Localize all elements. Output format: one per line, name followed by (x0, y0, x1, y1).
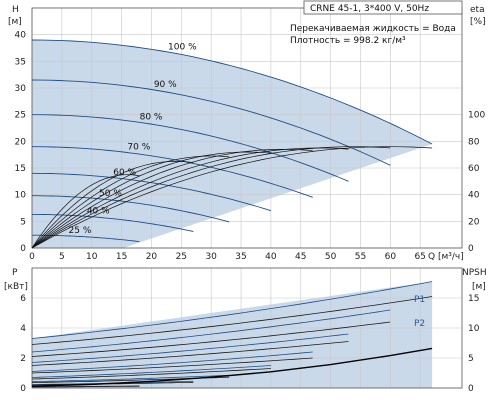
plot-frame (31, 267, 463, 389)
speed-label: 90 % (154, 80, 177, 90)
head-efficiency-panel: 100 % 90 % 80 % 70 % 60 % 50 % 40 % 25 % 0 5 10 15 2… (8, 0, 486, 262)
y-tick-label: 2 (20, 354, 26, 364)
efficiency-curve (31, 160, 194, 249)
speed-label: 70 % (127, 143, 150, 153)
speed-label: 40 % (87, 206, 110, 216)
liquid-label: Перекачиваемая жидкость = Вода (290, 24, 456, 34)
x-tick-label: 15 (116, 252, 127, 262)
x-tick-label: 5 (59, 252, 65, 262)
efficiency-curve (31, 148, 313, 249)
x-tick-label: 65 (414, 252, 425, 262)
p1-label: P1 (414, 295, 425, 305)
speed-label: 25 % (69, 226, 92, 236)
y2-tick-label: 10 (468, 324, 480, 334)
y2-tick-label: 60 (468, 164, 480, 174)
y2-tick-label: 100 (468, 111, 485, 121)
y-tick-label: 0 (20, 244, 26, 254)
y-tick-label: 30 (15, 84, 27, 94)
x-tick-label: 50 (325, 252, 337, 262)
p1-curve (31, 333, 349, 363)
p1-curve (31, 351, 313, 372)
y2-axis-label: eta (470, 5, 485, 15)
p2-curve (31, 296, 433, 345)
model-box (303, 0, 463, 15)
y-tick-label: 15 (15, 164, 26, 174)
y-tick-label: 10 (15, 191, 27, 201)
y-tick-label: 5 (20, 217, 26, 227)
density-label: Плотность = 998.2 кг/м³ (290, 36, 406, 46)
efficiency-curve (31, 147, 349, 249)
y-axis-label: P (12, 268, 18, 278)
p2-curve (31, 341, 349, 366)
y-tick-label: 25 (15, 111, 26, 121)
efficiency-curve (31, 146, 433, 249)
x-tick-label: 20 (146, 252, 158, 262)
head-curve (32, 114, 349, 182)
x-tick-label: 35 (235, 252, 246, 262)
y-tick-label: 0 (20, 384, 26, 394)
y2-tick-label: 20 (468, 217, 480, 227)
y2-tick-label: 15 (468, 294, 479, 304)
x-tick-label: 60 (385, 252, 397, 262)
p2-curve (31, 357, 313, 374)
x-tick-label: 30 (205, 252, 217, 262)
speed-label: 100 % (168, 42, 197, 52)
y2-tick-label: 0 (468, 384, 474, 394)
power-npsh-panel: P1 P2 0 2 4 6 0 5 10 15 P [кВт] NPSH [м] (4, 267, 487, 394)
head-curve (31, 172, 272, 212)
y-axis-unit: [кВт] (4, 282, 28, 292)
p1-curve (31, 365, 271, 378)
y-axis-unit: [м] (8, 17, 22, 27)
x-tick-label: 25 (176, 252, 187, 262)
p1-curve (31, 374, 230, 383)
y2-tick-label: 80 (468, 137, 480, 147)
y2-tick-label: 5 (468, 354, 474, 364)
head-curve (32, 195, 230, 223)
operating-envelope (32, 40, 433, 248)
p1-curve (31, 309, 391, 353)
plot-frame (31, 7, 463, 249)
head-curve (32, 146, 313, 198)
x-tick-label: 40 (265, 252, 277, 262)
p2-label: P2 (414, 319, 425, 329)
y-tick-label: 20 (15, 137, 27, 147)
y2-axis-unit: [м] (472, 282, 486, 292)
head-curve (32, 213, 194, 232)
y-tick-label: 35 (15, 57, 26, 67)
speed-label: 80 % (140, 113, 163, 123)
y2-tick-label: 0 (468, 244, 474, 254)
speed-label: 60 % (113, 168, 136, 178)
x-tick-label: 55 (355, 252, 366, 262)
y-tick-label: 40 (15, 31, 27, 41)
efficiency-curve (31, 174, 140, 249)
p2-curve (31, 321, 391, 357)
p2-curve (32, 385, 140, 388)
p1-curve (31, 281, 433, 339)
power-envelope (32, 281, 433, 388)
efficiency-curve (31, 146, 391, 249)
x-axis-label: Q [м³/ч] (428, 252, 464, 262)
y2-tick-label: 40 (468, 191, 480, 201)
efficiency-curve (31, 151, 271, 249)
npsh-curve (31, 347, 433, 387)
y2-axis-unit: [%] (470, 17, 486, 27)
model-label: CRNE 45-1, 3*400 V, 50Hz (310, 4, 429, 14)
head-curve (31, 39, 433, 145)
y2-axis-label: NPSH (462, 268, 487, 278)
y-tick-label: 6 (20, 294, 26, 304)
p2-curve (31, 368, 271, 380)
x-tick-label: 10 (86, 252, 98, 262)
head-curve (31, 79, 391, 166)
head-curve (32, 234, 140, 243)
y-tick-label: 4 (20, 324, 26, 334)
y-axis-label: H (12, 5, 19, 15)
speed-label: 50 % (99, 189, 122, 199)
x-tick-label: 0 (29, 252, 35, 262)
x-tick-label: 45 (295, 252, 306, 262)
